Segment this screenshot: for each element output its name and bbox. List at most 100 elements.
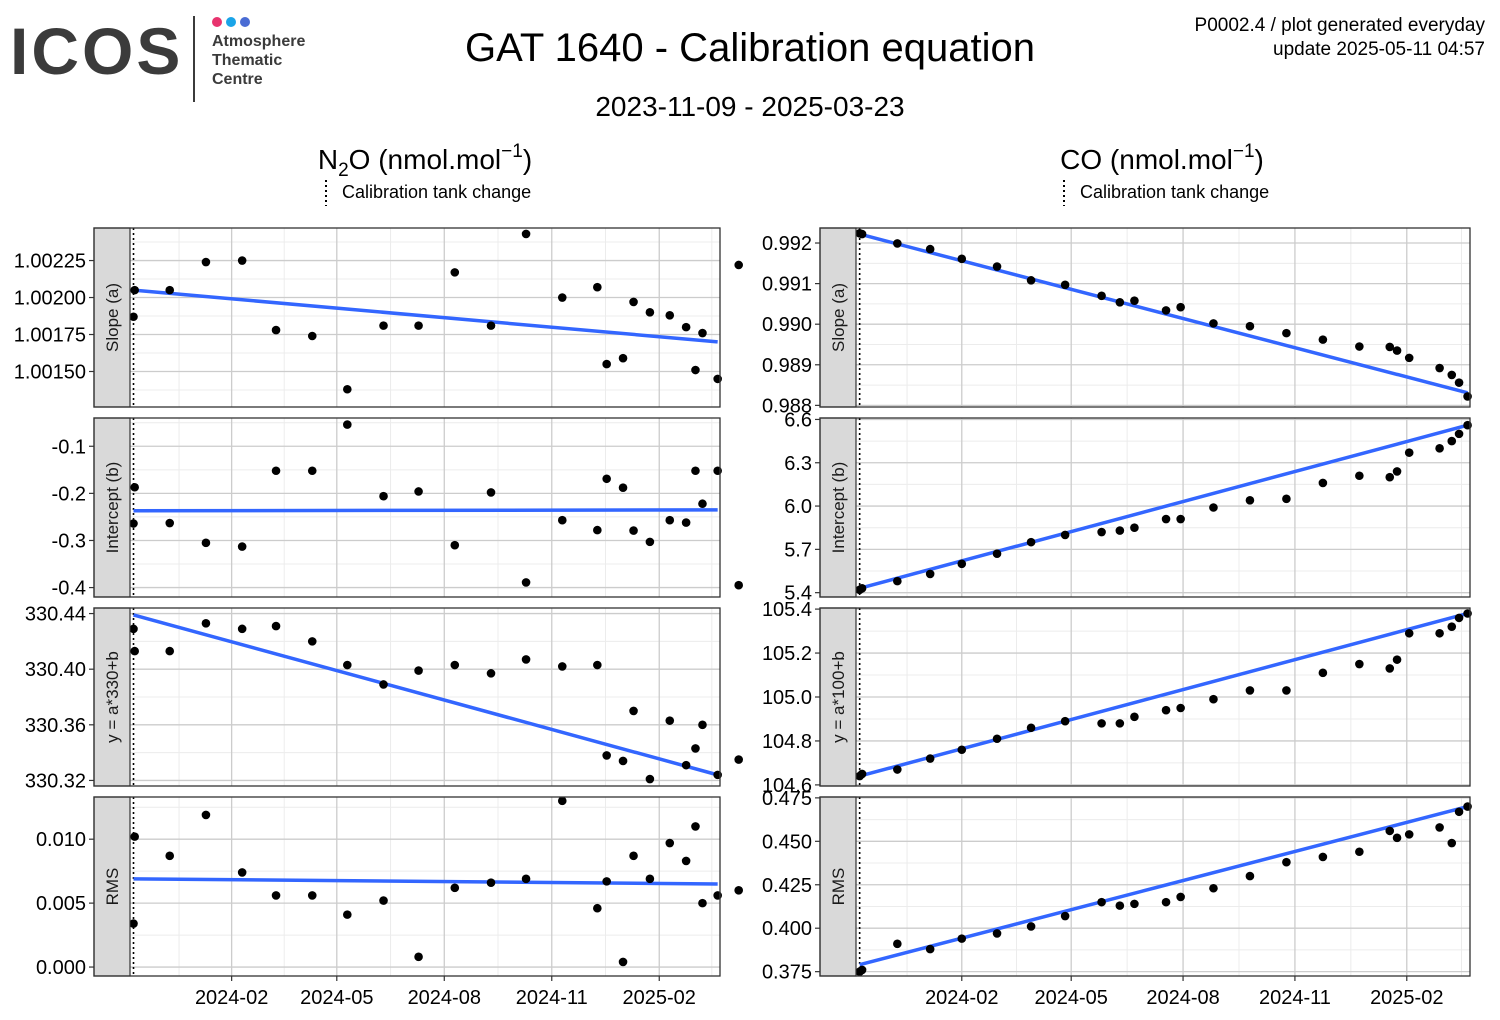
panel-border xyxy=(819,607,1471,787)
data-point xyxy=(450,883,460,893)
data-point xyxy=(992,549,1002,558)
y-tick-label: 330.36 xyxy=(25,715,86,737)
data-point xyxy=(1392,833,1402,843)
data-point xyxy=(602,877,611,886)
column-title-part: ) xyxy=(523,144,532,175)
data-point xyxy=(1245,321,1255,331)
data-point xyxy=(343,910,352,919)
data-point xyxy=(1318,668,1328,678)
data-point xyxy=(1385,826,1395,836)
regression-line xyxy=(133,877,718,886)
data-point xyxy=(645,537,655,547)
data-point xyxy=(450,660,460,670)
data-point xyxy=(521,655,531,664)
data-point xyxy=(1097,897,1106,907)
data-point xyxy=(129,312,138,322)
data-point xyxy=(165,851,175,861)
data-point xyxy=(1115,901,1125,910)
data-point xyxy=(1447,370,1457,380)
data-point xyxy=(1454,429,1464,439)
column-title-part: ) xyxy=(1255,144,1264,175)
y-tick-label: 6.6 xyxy=(784,409,812,431)
x-tick-label: 2024-11 xyxy=(516,987,588,1009)
data-point xyxy=(629,706,638,716)
data-point xyxy=(414,487,423,496)
data-point xyxy=(1130,523,1139,533)
y-tick-label: 330.40 xyxy=(25,659,86,681)
regression-line xyxy=(133,613,719,777)
y-tick-label: 1.00175 xyxy=(14,325,86,347)
data-point xyxy=(1130,899,1139,909)
data-point xyxy=(1209,694,1218,704)
data-point xyxy=(343,660,352,670)
data-point xyxy=(713,374,722,384)
column-title-part: −1 xyxy=(501,141,523,162)
data-point xyxy=(1392,467,1402,476)
data-point xyxy=(992,734,1002,744)
panel-1: 0.988 0.989 0.990 0.991 0.992 Slope (a) xyxy=(762,227,1472,417)
y-tick-label: 0.400 xyxy=(762,918,812,940)
facet-strip xyxy=(93,227,131,408)
data-point xyxy=(129,519,138,528)
data-point xyxy=(665,838,675,848)
data-point xyxy=(201,257,211,267)
y-tick-label: 104.8 xyxy=(762,731,812,753)
data-point xyxy=(691,744,700,753)
data-point xyxy=(734,260,743,270)
y-tick-label: 6.3 xyxy=(784,453,812,475)
x-tick-label: 2025-02 xyxy=(1370,987,1443,1009)
x-tick-label: 2024-11 xyxy=(1259,987,1331,1009)
data-point xyxy=(1245,871,1255,881)
data-point xyxy=(1435,444,1444,453)
data-point xyxy=(165,646,175,656)
data-point xyxy=(557,293,567,302)
logo-sub-line-3: Centre xyxy=(212,71,263,88)
y-tick-label: 0.989 xyxy=(762,355,812,377)
data-point xyxy=(201,618,211,628)
data-point xyxy=(893,765,902,774)
facet-strip xyxy=(93,796,131,977)
data-point xyxy=(165,518,175,528)
y-tick-label: -0.1 xyxy=(52,436,86,458)
y-tick-label: 1.00150 xyxy=(14,361,86,383)
x-tick-label: 2024-05 xyxy=(300,987,373,1009)
panel-border xyxy=(819,796,1471,977)
data-point xyxy=(681,760,691,770)
data-point xyxy=(1282,686,1291,695)
legend-label: Calibration tank change xyxy=(1080,182,1269,202)
data-point xyxy=(201,810,211,820)
data-point xyxy=(665,515,675,525)
data-point xyxy=(1209,503,1218,512)
data-point xyxy=(379,896,388,905)
data-point xyxy=(1282,328,1291,338)
date-range-subtitle: 2023-11-09 - 2025-03-23 xyxy=(595,91,905,122)
data-point xyxy=(450,540,460,550)
data-point xyxy=(1097,527,1106,537)
data-point xyxy=(691,365,700,375)
data-point xyxy=(1026,723,1036,733)
data-point xyxy=(557,515,567,525)
data-point xyxy=(1209,319,1218,328)
panel-4: 0.000 0.005 0.010 RMS xyxy=(36,796,743,979)
data-point xyxy=(130,646,139,656)
data-point xyxy=(645,874,655,884)
y-tick-label: 1.00225 xyxy=(14,251,86,273)
data-point xyxy=(957,254,967,264)
data-point xyxy=(618,483,628,493)
data-point xyxy=(857,769,867,779)
data-point xyxy=(602,359,611,369)
data-point xyxy=(602,751,611,760)
data-point xyxy=(1115,297,1125,307)
y-tick-label: -0.3 xyxy=(52,530,86,552)
panel-4: 0.375 0.400 0.425 0.450 0.475 RMS xyxy=(762,788,1472,984)
data-point xyxy=(1161,306,1171,315)
data-point xyxy=(557,796,567,806)
data-point xyxy=(1435,628,1444,638)
panel-2: 5.4 5.7 6.0 6.3 6.6 Intercept (b) xyxy=(784,409,1472,605)
data-point xyxy=(1447,436,1457,446)
data-point xyxy=(713,770,722,780)
data-point xyxy=(1245,495,1255,505)
data-point xyxy=(593,282,602,292)
data-point xyxy=(925,754,935,763)
facet-strip-label: RMS xyxy=(103,868,122,906)
